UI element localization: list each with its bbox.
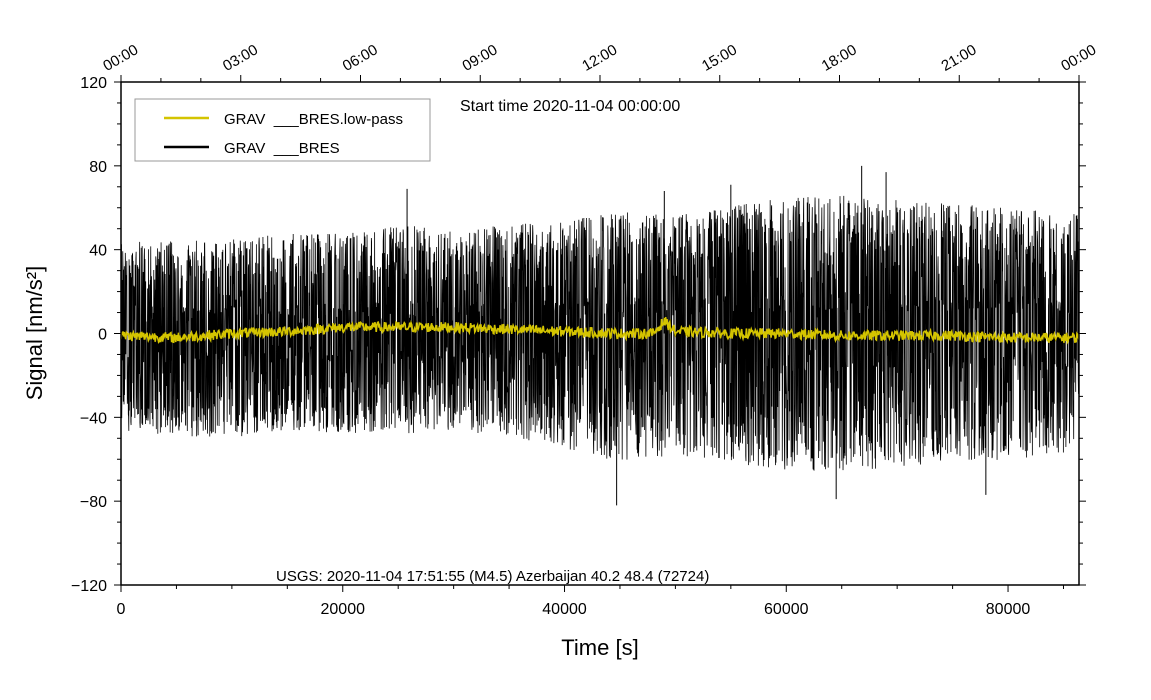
legend-label-signal: GRAV ___BRES [224,140,340,157]
top-tick-label-1: 03:00 [220,41,261,74]
top-tick-label-5: 15:00 [699,41,740,74]
lowpass-trace [120,317,1080,345]
top-tick-label-3: 09:00 [459,41,500,74]
top-tick-label-6: 18:00 [819,41,860,74]
x-tick-label-1: 20000 [321,601,366,618]
axis-tick-labels: 0 20000 40000 60000 80000 −120 −80 −40 0 40 80 120 [71,75,1030,618]
y-tick-label-2: −40 [80,410,107,427]
start-time-annotation: Start time 2020-11-04 00:00:00 [460,98,680,115]
legend-label-lowpass: GRAV ___BRES.low-pass [224,111,403,128]
y-tick-label-3: 0 [98,327,107,344]
y-tick-label-0: −120 [71,578,107,595]
y-tick-label-1: −80 [80,494,107,511]
y-axis-title: Signal [nm/s²] [22,266,47,401]
legend: GRAV ___BRES.low-pass GRAV ___BRES [134,98,431,162]
signal-trace [120,195,1080,471]
signal-series [120,165,1080,506]
top-tick-label-0: 00:00 [100,41,141,74]
y-tick-label-4: 40 [89,243,107,260]
legend-box [134,98,431,162]
top-tick-label-7: 21:00 [938,41,979,74]
x-tick-label-2: 40000 [542,601,587,618]
top-axis-labels: 00:00 03:00 06:00 09:00 12:00 15:00 18:00 21:00… [100,41,1099,74]
top-tick-label-4: 12:00 [579,41,620,74]
earthquake-footnote: USGS: 2020-11-04 17:51:55 (M4.5) Azerbai… [276,568,709,585]
x-tick-label-0: 0 [117,601,126,618]
x-tick-label-4: 80000 [986,601,1031,618]
y-tick-label-5: 80 [89,159,107,176]
y-tick-label-6: 120 [80,75,107,92]
axis-ticks [114,75,1086,592]
top-tick-label-2: 06:00 [340,41,381,74]
lowpass-series [120,317,1080,345]
top-tick-label-8: 00:00 [1058,41,1099,74]
x-axis-title: Time [s] [561,635,638,660]
x-tick-label-3: 60000 [764,601,809,618]
